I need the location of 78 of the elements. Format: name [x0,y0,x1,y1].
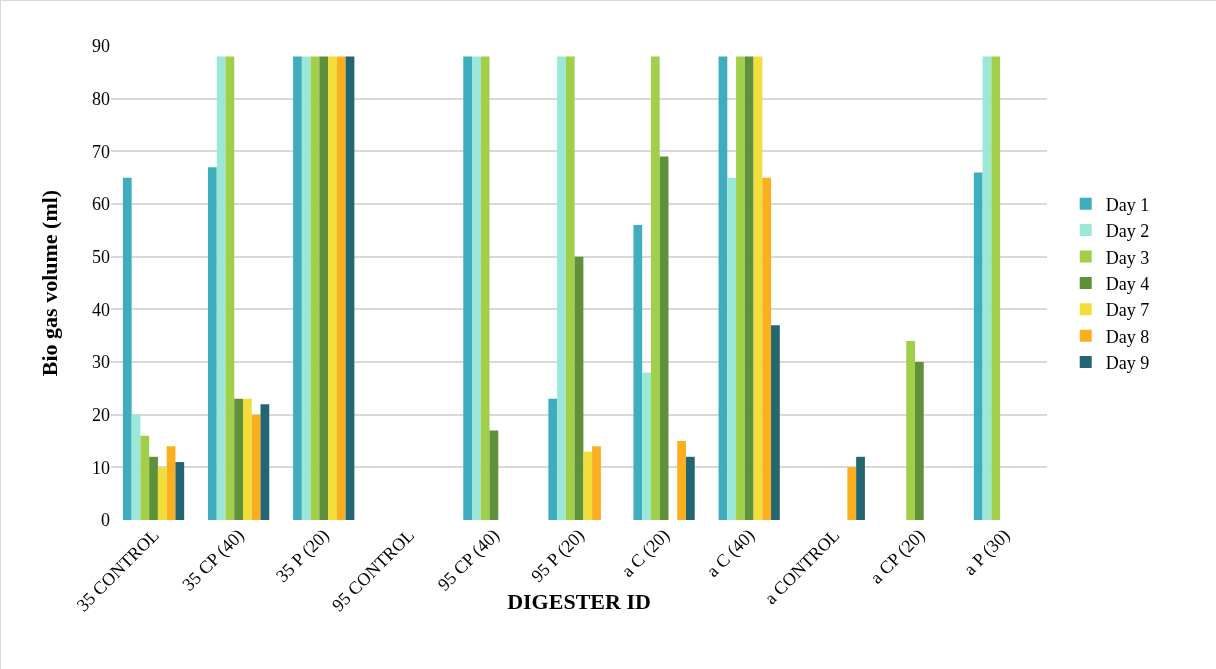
x-tick-label: 95 P (20) [527,525,589,587]
bar [727,177,737,520]
y-tick-label: 10 [92,457,110,478]
x-axis-title: DIGESTER ID [507,588,651,614]
x-tick-label: 35 CP (40) [178,525,249,596]
bar [472,56,481,520]
bar [753,56,763,520]
bar [650,56,660,520]
bar [310,56,320,520]
bar [592,446,601,520]
y-tick-label: 70 [92,141,110,162]
bar [216,56,226,520]
bar [856,456,865,520]
bar [122,177,132,520]
bar [744,56,754,520]
bar [991,56,1001,520]
bar [480,56,490,520]
bar [251,414,261,520]
bar [157,467,167,520]
bar [175,462,185,520]
x-tick-label: a CP (20) [866,525,930,589]
bar [260,404,270,520]
bar [225,56,235,520]
y-axis-title: Bio gas volume (ml) [37,189,62,377]
bar [336,56,346,520]
bar [293,56,302,520]
bar [131,414,141,520]
y-tick-label: 90 [92,36,110,57]
bar [973,172,983,520]
x-tick-label: 95 CP (40) [433,525,504,596]
bar [982,56,992,520]
bar [463,56,473,520]
y-tick-label: 20 [92,404,110,425]
legend-label: Day 2 [1105,221,1150,242]
bar [906,340,915,520]
y-tick-label: 80 [92,88,110,109]
bar [583,451,593,520]
y-tick-label: 40 [92,299,110,320]
bar [762,177,772,520]
bar [328,56,337,520]
bar [489,430,499,520]
y-tick-label: 0 [101,510,110,531]
x-tick-label: a P (30) [959,525,1015,580]
bar [574,256,584,520]
legend-label: Day 9 [1105,353,1150,374]
bar [685,456,695,520]
legend-label: Day 3 [1105,247,1150,268]
x-tick-label: a C (40) [702,525,760,582]
bar [166,446,176,520]
bar [914,362,924,520]
bar [243,398,252,520]
bar [345,56,355,520]
bar [557,56,566,520]
bar [208,167,217,520]
bar [149,456,158,520]
bar [140,435,150,520]
bar [234,398,244,520]
bar [548,398,558,520]
bar [847,467,857,520]
legend-label: Day 7 [1105,300,1150,321]
y-tick-label: 50 [92,246,110,267]
legend-label: Day 4 [1105,273,1150,294]
bar [771,325,780,520]
x-tick-label: 35 P (20) [271,525,334,587]
bar [319,56,329,520]
bar [642,372,651,520]
y-tick-label: 60 [92,194,110,215]
bar [677,441,686,520]
bar [659,156,669,520]
legend-label: Day 8 [1105,326,1150,347]
x-tick-label: a C (20) [617,525,674,582]
bar [301,56,311,520]
bar [633,225,643,520]
bar [736,56,745,520]
bar [565,56,575,520]
legend-label: Day 1 [1105,194,1150,215]
y-tick-label: 30 [92,352,110,373]
bar [718,56,728,520]
